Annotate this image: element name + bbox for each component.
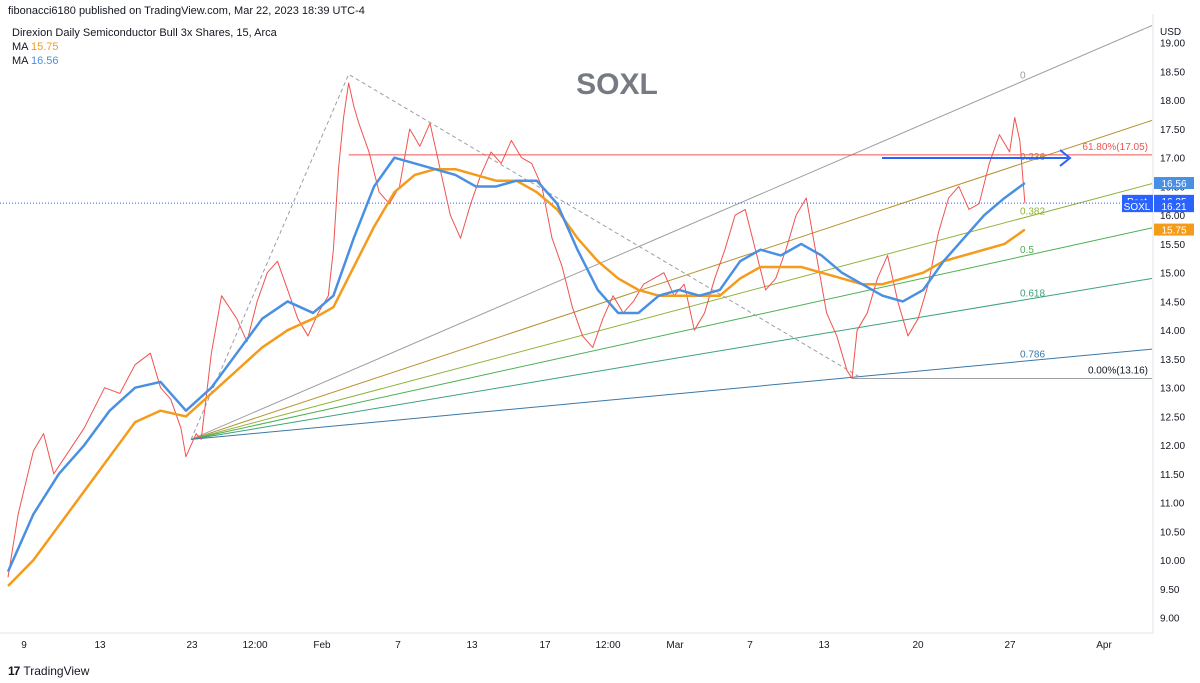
published-by: fibonacci6180 published on TradingView.c… — [8, 5, 365, 17]
price-tick-label: 18.50 — [1160, 67, 1185, 78]
time-tick-label: 13 — [466, 640, 478, 651]
fib-trend-line[interactable] — [190, 73, 863, 440]
price-tick-label: 18.00 — [1160, 96, 1185, 107]
fib-fan-ray[interactable] — [190, 277, 1153, 440]
tradingview-brand[interactable]: 17 TradingView — [8, 664, 89, 678]
price-tick-label: 13.50 — [1160, 355, 1185, 366]
time-tick-label: 7 — [747, 640, 753, 651]
time-axis-ticks[interactable]: 9 13 23 12:00 Feb 7 13 17 12:00 Mar 7 13 20 27 Apr — [21, 640, 1112, 651]
chart-legend: Direxion Daily Semiconductor Bull 3x Sha… — [12, 26, 277, 68]
price-tick-label: 11.50 — [1160, 470, 1185, 481]
price-tick-label: 9.50 — [1160, 585, 1180, 596]
footer: 17 TradingView — [0, 660, 1200, 683]
fib-fan-ray[interactable] — [190, 227, 1153, 440]
price-tick-label: 16.00 — [1160, 211, 1185, 222]
chart-title: SOXL — [576, 68, 658, 101]
price-tick-label: 14.50 — [1160, 297, 1185, 308]
price-tick-label: 14.00 — [1160, 326, 1185, 337]
price-tick-label: 9.00 — [1160, 614, 1180, 625]
svg-text:16.56: 16.56 — [1161, 179, 1186, 190]
series-layer — [6, 82, 1026, 587]
time-tick-label: 13 — [818, 640, 830, 651]
legend-ma-fast-value: 16.56 — [30, 55, 59, 67]
ma-slow-line[interactable] — [7, 167, 1026, 587]
price-tick-label: 17.00 — [1160, 154, 1185, 165]
legend-ma-slow-label: MA — [12, 41, 28, 53]
time-tick-label: 13 — [94, 640, 106, 651]
currency-label: USD — [1160, 27, 1181, 38]
price-tick-label: 12.50 — [1160, 412, 1185, 423]
brand-name: TradingView — [23, 664, 90, 678]
header: fibonacci6180 published on TradingView.c… — [0, 0, 1200, 22]
fib-levels[interactable]: 61.80%(17.05) 0.00%(13.16) — [0, 142, 1152, 379]
fib-fan-ray[interactable] — [190, 348, 1153, 440]
price-tick-label: 15.00 — [1160, 269, 1185, 280]
legend-ma-fast[interactable]: MA 16.56 — [12, 54, 277, 68]
svg-text:16.21: 16.21 — [1161, 202, 1186, 213]
time-tick-label: Apr — [1096, 640, 1112, 651]
price-tick-label: 13.00 — [1160, 384, 1185, 395]
price-tick-label: 11.00 — [1160, 499, 1185, 510]
price-tick-label: 10.50 — [1160, 527, 1185, 538]
time-tick-label: 12:00 — [242, 640, 267, 651]
price-tick-label: 17.50 — [1160, 125, 1185, 136]
price-tick-label: 19.00 — [1160, 39, 1185, 50]
legend-ma-slow[interactable]: MA 15.75 — [12, 40, 277, 54]
fib-fan-ray[interactable] — [190, 25, 1153, 440]
price-axis-ticks[interactable]: 9.00 9.50 10.00 10.50 11.00 11.50 12.00 12.50 13… — [1160, 39, 1185, 625]
time-tick-label: 17 — [539, 640, 551, 651]
price-tick-label: 15.50 — [1160, 240, 1185, 251]
fib-fan-ray[interactable] — [190, 119, 1153, 440]
fib-fan-label: 0.5 — [1020, 245, 1034, 256]
tradingview-logo-icon: 17 — [8, 664, 20, 678]
fib-fan-label: 0 — [1020, 70, 1026, 81]
fib-retrace-label: 61.80%(17.05) — [1082, 142, 1148, 153]
time-tick-label: Feb — [313, 640, 331, 651]
time-tick-label: Mar — [666, 640, 684, 651]
price-scale-label: 16.21 — [1154, 200, 1194, 213]
price-scale-label: 15.75 — [1154, 223, 1194, 237]
price-scale-label: 16.56 — [1154, 177, 1194, 190]
time-tick-label: 12:00 — [595, 640, 620, 651]
fib-fan-label: 0.618 — [1020, 289, 1045, 300]
fib-fan-label: 0.382 — [1020, 207, 1045, 218]
series-tag: SOXL — [1122, 200, 1153, 213]
fib-low-label: 0.00%(13.16) — [1088, 365, 1148, 376]
time-tick-label: 9 — [21, 640, 27, 651]
price-tick-label: 10.00 — [1160, 556, 1185, 567]
ma-fast-line[interactable] — [6, 156, 1026, 573]
fib-fan-ray[interactable] — [190, 183, 1153, 440]
time-tick-label: 23 — [186, 640, 198, 651]
legend-ma-fast-label: MA — [12, 55, 28, 67]
legend-symbol: Direxion Daily Semiconductor Bull 3x Sha… — [12, 27, 277, 39]
time-tick-label: 20 — [912, 640, 924, 651]
price-series-line[interactable] — [7, 82, 1026, 578]
price-tick-label: 12.00 — [1160, 441, 1185, 452]
svg-text:15.75: 15.75 — [1161, 226, 1186, 237]
time-tick-label: 27 — [1004, 640, 1016, 651]
legend-ma-slow-value: 15.75 — [30, 41, 59, 53]
time-tick-label: 7 — [395, 640, 401, 651]
fib-fan-label: 0.786 — [1020, 350, 1045, 361]
projection-arrow[interactable] — [882, 149, 1072, 167]
svg-text:SOXL: SOXL — [1124, 202, 1151, 213]
price-chart[interactable]: SOXL USD 9.00 9.50 10.00 10.50 11.00 11.50 12.… — [0, 0, 1200, 660]
